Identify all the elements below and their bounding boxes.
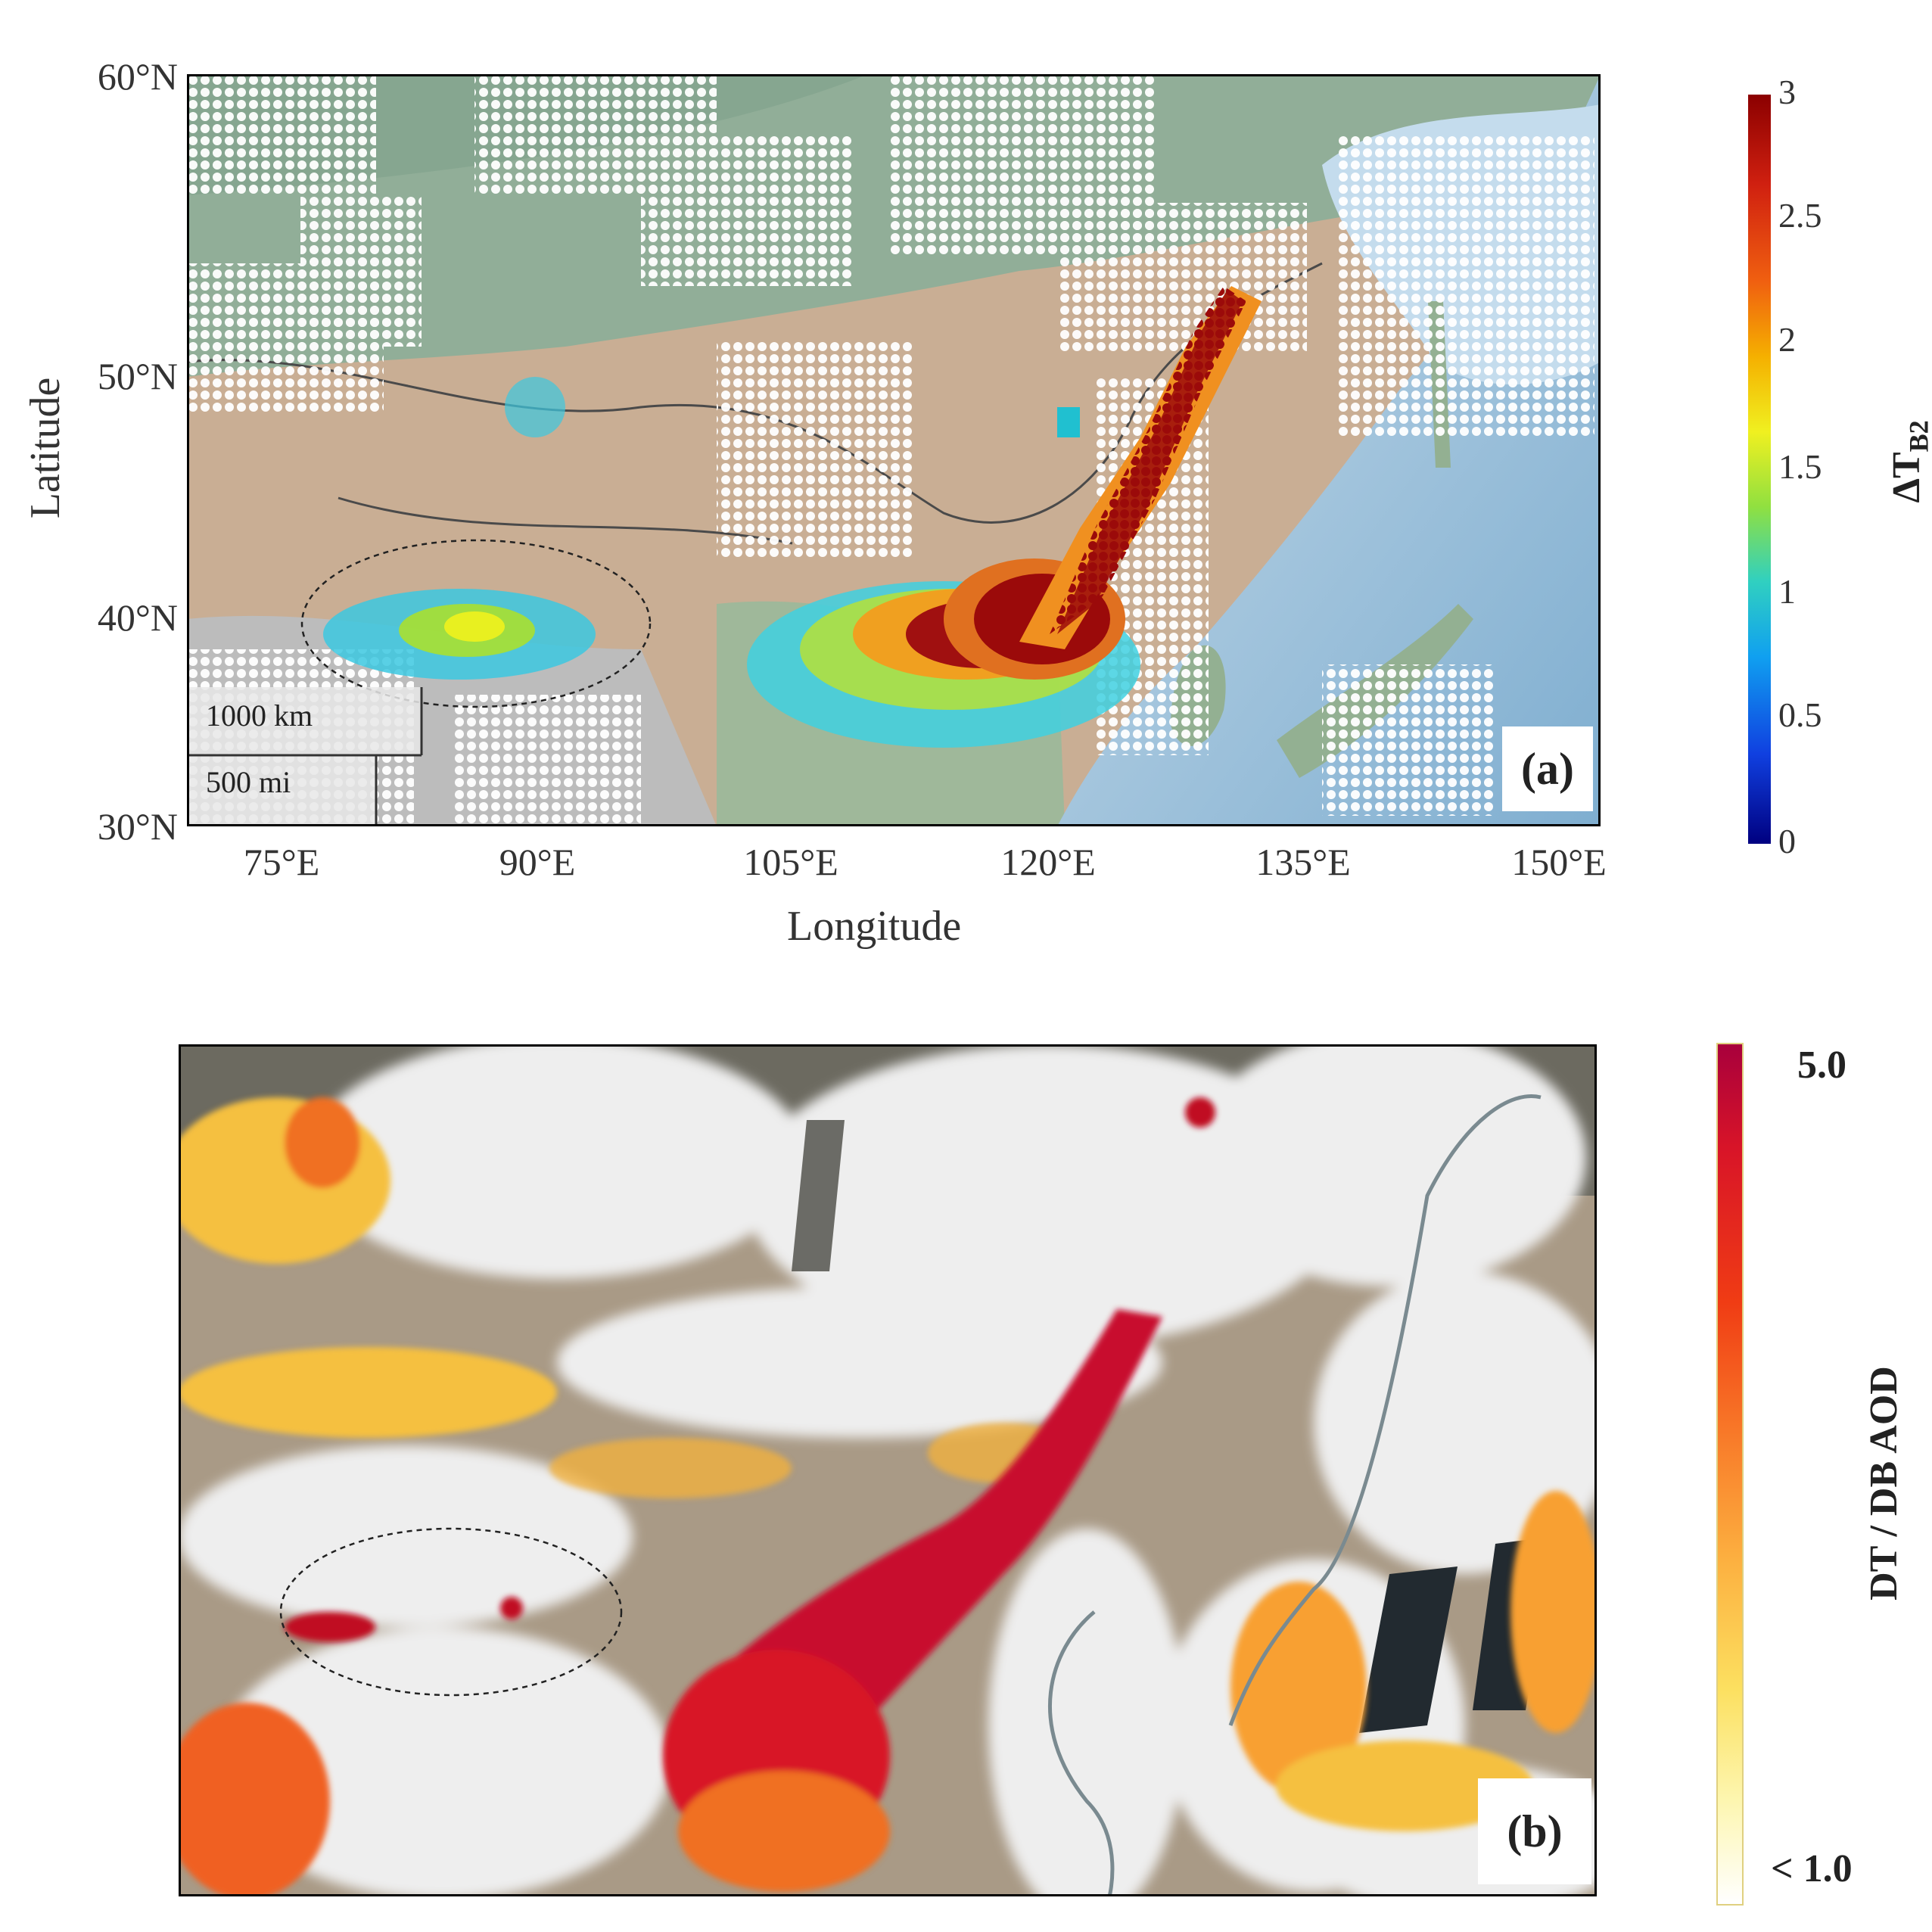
scale-bar <box>187 687 423 826</box>
japan-sea-dark <box>1359 1566 1458 1733</box>
lon-tick-150: 150°E <box>1511 841 1607 883</box>
colorbar-a-title-sub: B2 <box>1903 420 1932 453</box>
x-axis-title: Longitude <box>787 903 962 950</box>
cbar-a-tick-0: 0 <box>1778 822 1796 860</box>
cbar-a-tick-2.5: 2.5 <box>1778 196 1822 235</box>
cbar-a-tick-1: 1 <box>1778 572 1796 611</box>
taklimakan-ellipse <box>300 539 652 708</box>
colorbar-b-title: DT / DB AOD <box>1862 1366 1906 1601</box>
lon-tick-75: 75°E <box>243 841 320 883</box>
scale-bar-km: 1000 km <box>206 698 313 733</box>
colorbar-b <box>1716 1043 1744 1906</box>
aod-high-plume <box>285 1097 1215 1892</box>
lat-tick-30: 30°N <box>97 805 178 848</box>
colorbar-b-max: 5.0 <box>1797 1044 1846 1087</box>
sea-region <box>1057 74 1601 826</box>
panel-b-tag: (b) <box>1478 1778 1591 1884</box>
colorbar-a <box>1748 95 1771 844</box>
cbar-a-tick-2: 2 <box>1778 320 1796 359</box>
dust-plume <box>747 286 1262 748</box>
lat-tick-40: 40°N <box>97 596 178 639</box>
lon-tick-105: 105°E <box>743 841 838 883</box>
taklimakan-detection <box>323 589 596 680</box>
cbar-a-tick-1.5: 1.5 <box>1778 447 1822 486</box>
panel-b-map <box>179 1044 1597 1896</box>
scale-bar-mi: 500 mi <box>206 765 291 799</box>
lon-tick-90: 90°E <box>499 841 576 883</box>
lon-tick-120: 120°E <box>1000 841 1096 883</box>
panel-a-map <box>187 74 1601 826</box>
cbar-a-tick-0.5: 0.5 <box>1778 695 1822 734</box>
colorbar-a-title: ΔTB2 <box>1884 386 1932 537</box>
lat-tick-50: 50°N <box>97 355 178 397</box>
colorbar-a-title-main: ΔT <box>1885 452 1928 503</box>
mongolia-detection <box>505 377 565 437</box>
coastline <box>1047 1094 1542 1896</box>
aod-low-patches <box>179 1097 1597 1896</box>
cbar-a-tick-3: 3 <box>1778 73 1796 111</box>
y-axis-title: Latitude <box>22 377 69 519</box>
taklimakan-ellipse-b <box>279 1527 623 1697</box>
baikal-dark <box>792 1120 845 1271</box>
lon-tick-135: 135°E <box>1255 841 1351 883</box>
panel-a-tag: (a) <box>1502 726 1593 811</box>
colorbar-b-min: < 1.0 <box>1771 1847 1853 1890</box>
lat-tick-60: 60°N <box>97 55 178 98</box>
